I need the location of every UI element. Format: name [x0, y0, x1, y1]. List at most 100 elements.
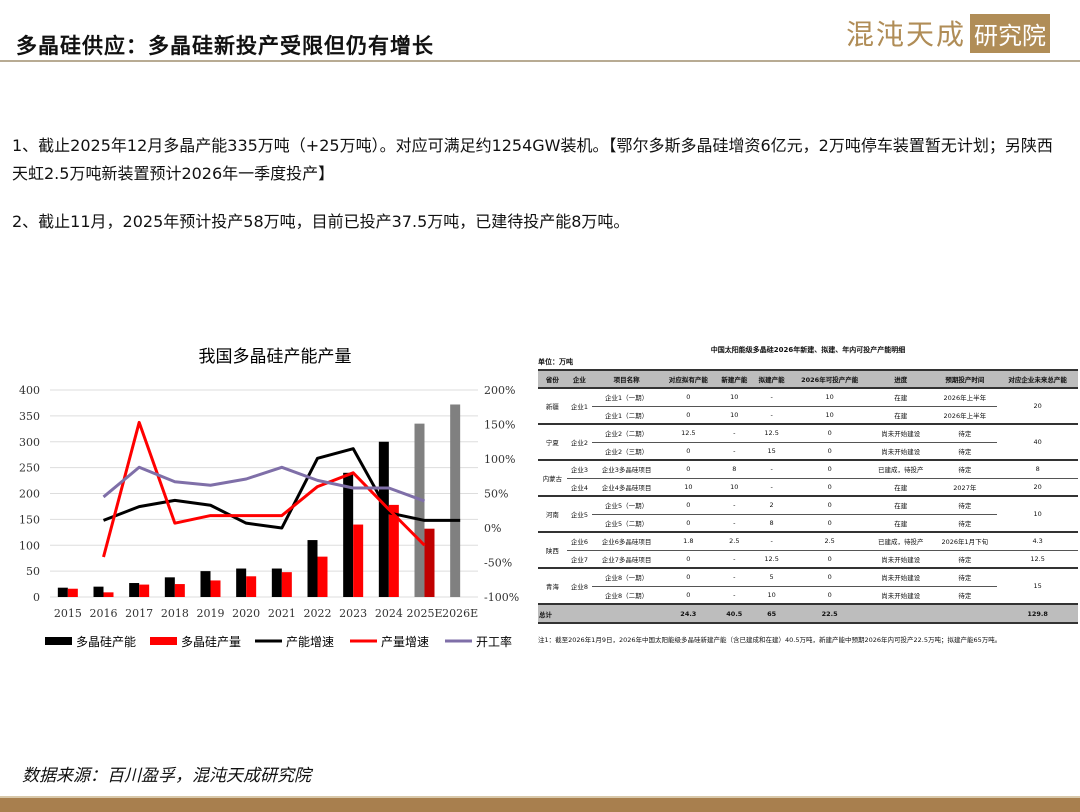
table-row: 新疆 企业1 企业1（一期） 0 10-10 在建 2026年上半年 20	[538, 388, 1078, 425]
project-cell: 企业3多晶硅项目	[592, 460, 661, 479]
progress-cell: 在建	[869, 496, 933, 515]
total-c2: 40.5	[715, 604, 753, 624]
column-header: 进度	[869, 369, 933, 389]
c1-cell: 0	[661, 514, 716, 533]
project-cell: 企业8（一期）	[592, 568, 661, 587]
c1-cell: 0	[661, 460, 716, 479]
data-source: 数据来源：百川盈孚，混沌天成研究院	[22, 766, 311, 786]
bar-production	[139, 584, 150, 597]
logo-text: 混沌天成	[846, 18, 967, 51]
line-utilization	[102, 465, 426, 503]
c4-cell: 0	[790, 442, 870, 461]
future-total-cell: 4.3	[997, 532, 1078, 551]
c4-cell: 0	[790, 460, 870, 479]
line-capacity-growth	[102, 447, 461, 530]
table-row: 企业5（二期） 0-8 0 在建 待定	[538, 514, 1078, 533]
progress-cell: 尚未开始建设	[869, 550, 933, 569]
c3-cell: 12.5	[752, 550, 791, 569]
c3-cell: -	[752, 460, 791, 479]
y2-tick-label: 200%	[484, 384, 515, 397]
progress-cell: 在建	[869, 478, 933, 497]
y-tick-label: 150	[19, 513, 40, 526]
total-c4: 22.5	[790, 604, 870, 624]
time-cell: 待定	[932, 424, 998, 443]
c4-cell: 0	[790, 550, 870, 569]
future-total-cell: 10	[997, 496, 1078, 533]
c1-cell: 10	[661, 478, 716, 497]
legend-label: 产量增速	[381, 635, 429, 649]
y-tick-label: 400	[19, 384, 40, 397]
c2-cell: -	[715, 496, 753, 515]
empty-cell	[869, 604, 933, 624]
column-header: 企业	[566, 369, 593, 389]
page-title: 多晶硅供应：多晶硅新投产受限但仍有增长	[16, 34, 434, 58]
c2-cell: -	[715, 550, 753, 569]
bar-production	[424, 528, 435, 597]
table-row: 企业7 企业7多晶硅项目 0-12.5 0 尚未开始建设 待定 12.5	[538, 550, 1078, 569]
c1-cell: 12.5	[661, 424, 716, 443]
bar-production	[174, 584, 185, 597]
empty-cell	[932, 604, 998, 624]
project-cell: 企业8（二期）	[592, 586, 661, 605]
footer-bar	[0, 796, 1080, 812]
y2-tick-label: -100%	[484, 591, 519, 604]
table-row: 陕西 企业6 企业6多晶硅项目 1.8 2.5-2.5 已建成，待投产 2026年1月下旬 4…	[538, 532, 1078, 569]
c1-cell: 1.8	[661, 532, 716, 551]
progress-cell: 尚未开始建设	[869, 442, 933, 461]
bar-production	[281, 572, 292, 597]
table-row: 企业4 企业4多晶硅项目 10 10-0 在建 2027年 20	[538, 478, 1078, 497]
c1-cell: 0	[661, 388, 716, 407]
project-cell: 企业6多晶硅项目	[592, 532, 661, 551]
empty-cell	[592, 604, 661, 624]
time-cell: 待定	[932, 568, 998, 587]
y2-tick-label: 0%	[484, 522, 501, 535]
c4-cell: 10	[790, 406, 870, 425]
c2-cell: 8	[715, 460, 753, 479]
y2-tick-label: 150%	[484, 419, 515, 432]
column-header: 拟建产能	[752, 369, 791, 389]
company-cell: 企业7	[566, 550, 593, 569]
c1-cell: 0	[661, 568, 716, 587]
y-tick-label: 250	[19, 462, 40, 475]
c4-cell: 10	[790, 388, 870, 407]
bar-capacity	[236, 568, 247, 597]
paragraph-1: 1、截止2025年12月多晶产能335万吨（+25万吨）。对应可满足约1254G…	[12, 136, 1053, 183]
c3-cell: 8	[752, 514, 791, 533]
x-tick-label: 2018	[161, 607, 189, 620]
x-tick-label: 2016	[90, 607, 118, 620]
c2-cell: 2.5	[715, 532, 753, 551]
bar-production	[317, 556, 328, 597]
time-cell: 待定	[932, 460, 998, 479]
c2-cell: -	[715, 442, 753, 461]
legend-swatch	[45, 637, 72, 645]
bar-capacity	[343, 472, 354, 597]
c1-cell: 0	[661, 442, 716, 461]
company-cell: 企业1	[566, 388, 593, 425]
empty-cell	[566, 604, 593, 624]
table-row: 企业2（三期） 0-15 0 尚未开始建设 待定	[538, 442, 1078, 461]
bar-production	[353, 524, 364, 597]
progress-cell: 尚未开始建设	[869, 424, 933, 443]
c3-cell: -	[752, 406, 791, 425]
x-tick-label: 2024	[375, 607, 403, 620]
company-cell: 企业8	[566, 568, 593, 605]
c2-cell: -	[715, 568, 753, 587]
province-cell: 陕西	[538, 532, 567, 569]
y-tick-label: 100	[19, 539, 40, 552]
bar-capacity	[414, 423, 425, 597]
total-row: 总计 24.3 40.5 65 22.5 129.8	[538, 604, 1078, 624]
column-header: 2026年可投产产能	[790, 369, 870, 389]
company-cell: 企业6	[566, 532, 593, 551]
bar-capacity	[164, 577, 175, 597]
future-total-cell: 20	[997, 388, 1078, 425]
progress-cell: 在建	[869, 514, 933, 533]
total-c3: 65	[752, 604, 791, 624]
x-tick-label: 2022	[304, 607, 332, 620]
x-tick-label: 2026E	[442, 607, 478, 620]
legend-label: 产能增速	[286, 635, 334, 649]
bar-capacity	[307, 540, 318, 597]
future-total-cell: 12.5	[997, 550, 1078, 569]
bar-production	[246, 576, 257, 597]
company-cell: 企业5	[566, 496, 593, 533]
c4-cell: 0	[790, 478, 870, 497]
